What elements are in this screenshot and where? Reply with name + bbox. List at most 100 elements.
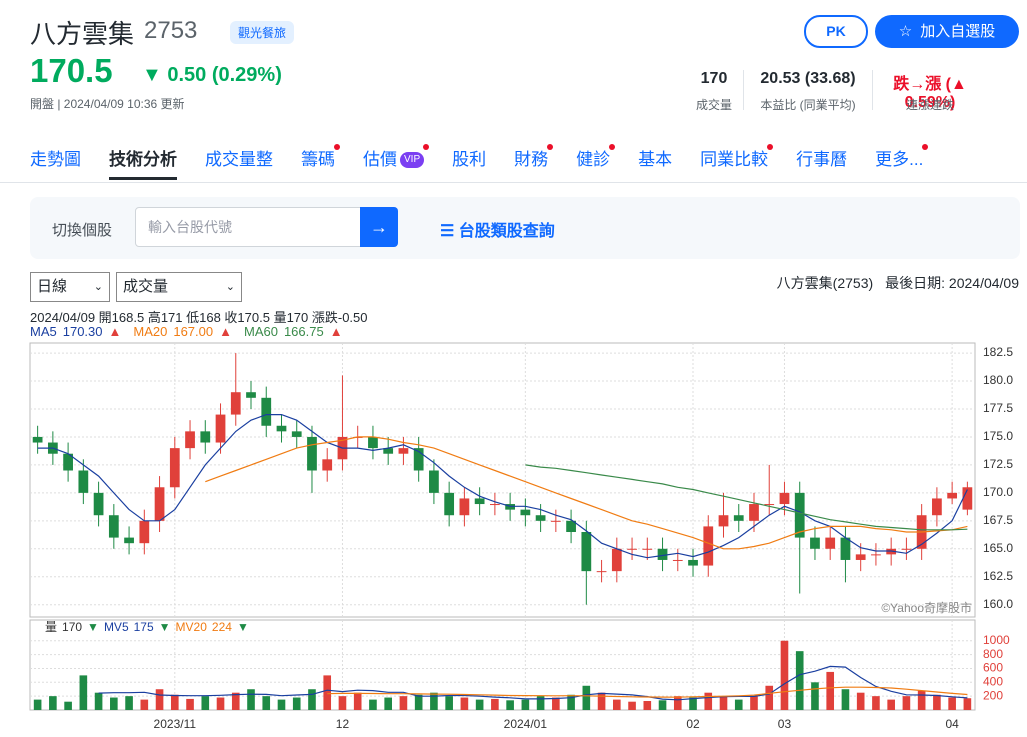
volume-bar [704,692,713,710]
legend-trend: ▼ [237,620,249,634]
tab[interactable]: 健診 [576,144,616,180]
candle-body [840,537,851,560]
candle-body [581,532,592,572]
watchlist-button[interactable]: ☆ 加入自選股 [875,15,1019,48]
volume-bar [79,675,88,710]
stat-value: 170 [700,70,728,87]
tab[interactable]: 估價 VIP [363,144,430,180]
volume-bar [308,689,316,710]
tab[interactable]: 籌碼 [301,144,340,180]
volume-bar [491,698,499,710]
x-tick-label: 2023/11 [154,717,197,731]
volume-bar [353,692,362,710]
volume-legend: 量 170 ▼ MV5 175 ▼ MV20 224 ▼ [45,620,249,634]
candle-body [764,504,775,506]
y-tick-label: 180.0 [983,373,1013,387]
notify-dot [334,144,340,150]
volume-bar [445,696,453,710]
tab[interactable]: 基本 [638,146,672,180]
tab-label: 財務 [514,150,549,169]
price-change: ▼ 0.50 (0.29%) [142,64,282,86]
divider [872,70,873,110]
volume-bar [856,692,865,710]
volume-bar [94,692,103,710]
volume-bar [826,671,835,710]
search-panel: 切換個股 輸入台股代號 → ☰ 台股類股查詢 [30,197,1020,259]
legend-value: 167.00 [173,324,214,339]
volume-bar [750,696,758,710]
candle-body [185,431,195,449]
legend-name: MV5 [104,620,129,634]
plot-frame [29,342,976,618]
volume-bar [734,699,743,710]
search-input[interactable]: 輸入台股代號 [135,207,361,247]
candle-body [627,548,637,550]
volume-bar [887,699,895,710]
candle-body [444,492,455,516]
tab-label: 基本 [638,150,673,169]
tab[interactable]: 行事曆 [796,146,847,180]
volume-bar [155,689,164,710]
legend-value: 175 [134,620,154,634]
candle-body [932,498,942,516]
candle-body [611,548,622,572]
search-button[interactable]: → [360,207,398,247]
volume-bar [475,699,484,710]
candle-body [794,492,805,538]
stat-label: 連漲連跌 [905,98,954,112]
candle-body [307,436,317,471]
candle-body [749,504,759,521]
select-value: 日線 [37,278,68,295]
volume-bar [247,689,255,710]
tab[interactable]: 走勢圖 [30,146,81,180]
tab[interactable]: 技術分析 [109,146,177,180]
line-series [37,414,968,559]
legend-name: MV20 [176,620,208,634]
volume-bar [262,696,271,710]
candle-body [108,515,119,538]
legend-value: 170 [62,620,82,634]
y-tick-label: 172.5 [983,457,1013,471]
y-tick-label: 162.5 [983,569,1013,583]
legend-name: MA20 [133,324,168,339]
candle-body [322,459,333,471]
volume-bar [673,696,682,710]
x-tick-label: 2024/01 [504,717,548,731]
tab-bar: 走勢圖 技術分析 成交量整 籌碼 估價 VIP 股利 財務 健診 基本 同業比較 行事曆 更多... [30,144,929,180]
candle-body [413,448,424,471]
industry-tag[interactable]: 觀光餐旅 [230,21,295,44]
volume-bar [933,694,941,710]
tab[interactable]: 成交量整 [205,146,273,180]
select-value: 成交量 [123,278,169,295]
period-select[interactable]: 日線 ⌄ [30,272,110,302]
tab[interactable]: 財務 [514,144,554,180]
volume-bar [963,698,972,710]
update-time: 開盤 | 2024/04/09 10:36 更新 [30,97,185,111]
candle-body [657,548,668,560]
tab[interactable]: 同業比較 [700,144,774,180]
notify-dot [767,144,774,150]
volume-bar [323,675,332,710]
candle-body [139,520,150,544]
indicator-select[interactable]: 成交量 ⌄ [116,272,242,302]
category-link[interactable]: ☰ 台股類股查詢 [440,223,555,240]
legend-trend: ▲ [108,324,122,339]
stat-label: 成交量 [695,98,732,112]
tab-label: 走勢圖 [30,150,81,169]
tab[interactable]: 更多... [875,144,929,180]
price: 170.5 [30,52,113,89]
candle-body [398,448,409,454]
tab[interactable]: 股利 [452,146,486,180]
volume-bar [125,696,133,710]
candle-body [855,554,866,560]
legend-name: 量 [45,620,57,634]
volume-bar [841,689,850,710]
volume-bar [811,682,819,710]
volume-bar [414,694,423,710]
watchlist-label: 加入自選股 [920,23,996,40]
candle-body [535,515,546,521]
line-series [98,665,968,701]
candle-body [261,397,272,426]
pk-button[interactable]: PK [804,15,868,48]
